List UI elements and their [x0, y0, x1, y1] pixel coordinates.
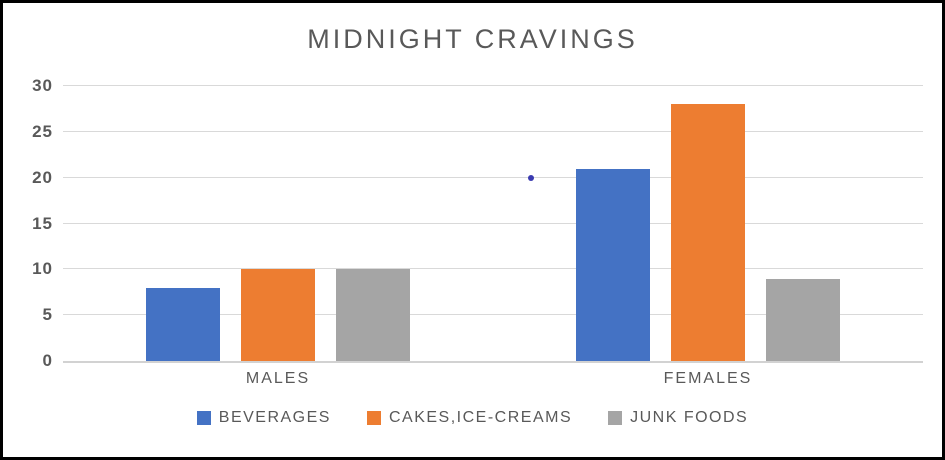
y-tick-label-10: 10 — [32, 259, 53, 279]
bar-cakes-ice-creams-females — [671, 104, 745, 361]
legend-item-junk-foods: JUNK FOODS — [608, 409, 748, 427]
y-tick-label-5: 5 — [42, 305, 53, 325]
gridline-15 — [63, 222, 923, 224]
legend-swatch-icon — [608, 411, 623, 425]
plot-area: 0 5 10 15 20 25 30 — [32, 76, 923, 370]
y-tick-label-25: 25 — [32, 121, 53, 141]
bar-group-males — [63, 86, 493, 361]
gridline-30 — [63, 85, 923, 86]
legend-swatch-icon — [366, 411, 381, 425]
legend-label: JUNK FOODS — [630, 409, 749, 426]
y-tick-label-20: 20 — [32, 167, 53, 187]
bar-cakes-ice-creams-males — [241, 269, 315, 361]
y-tick-label-0: 0 — [42, 351, 53, 370]
legend-swatch-icon — [196, 411, 211, 425]
category-label-males: MALES — [245, 370, 311, 387]
legend: BEVERAGES CAKES,ICE-CREAMS JUNK FOODS — [3, 409, 942, 427]
gridline-5 — [63, 314, 923, 316]
bar-junk-foods-males — [336, 269, 410, 361]
bar-beverages-females — [576, 168, 650, 361]
legend-label: BEVERAGES — [218, 409, 331, 426]
bar-group-females — [493, 86, 923, 361]
x-axis-labels: MALES FEMALES — [63, 370, 923, 388]
stray-dot — [528, 175, 534, 181]
gridline-10 — [63, 268, 923, 270]
chart-title: MIDNIGHT CRAVINGS — [307, 24, 638, 54]
bar-beverages-males — [146, 287, 220, 361]
legend-item-beverages: BEVERAGES — [196, 409, 331, 427]
bar-junk-foods-females — [766, 278, 840, 361]
legend-item-cakes-ice-creams: CAKES,ICE-CREAMS — [366, 409, 573, 427]
category-label-females: FEMALES — [663, 370, 753, 387]
legend-label: CAKES,ICE-CREAMS — [388, 409, 573, 426]
y-tick-label-15: 15 — [32, 213, 53, 233]
gridline-20 — [63, 176, 923, 178]
gridline-25 — [63, 130, 923, 132]
y-tick-label-30: 30 — [32, 76, 53, 95]
